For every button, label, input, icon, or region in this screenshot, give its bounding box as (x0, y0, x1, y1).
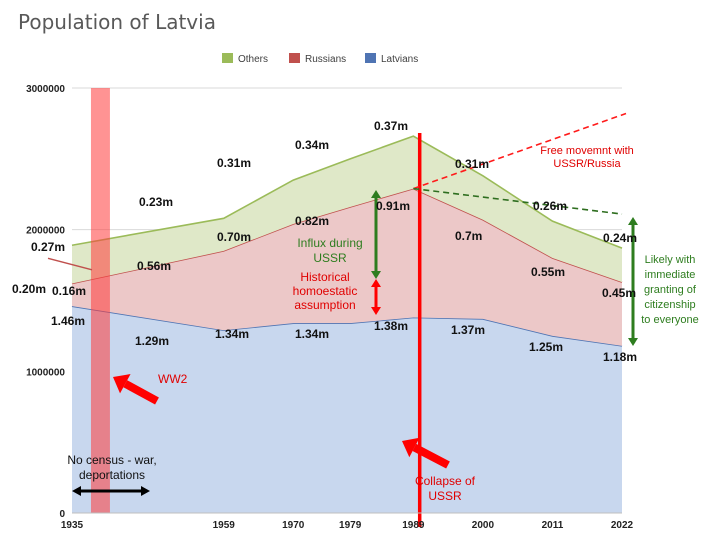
y-tick-label: 0 (59, 509, 65, 520)
data-label-others: 0.24m (603, 231, 637, 245)
x-tick-label: 1989 (402, 520, 425, 531)
legend-label-russians: Russians (305, 54, 346, 65)
data-labels: 1.46m 1.29m 1.34m 1.34m 1.38m 1.37m 1.25m 1.18m… (12, 119, 637, 364)
x-tick-label: 2022 (611, 520, 634, 531)
data-label-russians: 0.7m (455, 229, 482, 243)
citizenship-label: Likely with immediate granting of citizensh… (641, 254, 698, 326)
data-label-russians: 0.82m (295, 214, 329, 228)
data-label-russians: 0.55m (531, 265, 565, 279)
data-label-historical-trend: 0.20m (12, 282, 46, 296)
legend-label-others: Others (238, 54, 268, 65)
area-others (72, 136, 622, 284)
data-label-latvians: 1.34m (215, 327, 249, 341)
x-tick-label: 2000 (472, 520, 495, 531)
axes: 0 1000000 2000000 3000000 1935 1959 1970 1979 19… (26, 84, 633, 531)
data-label-latvians: 1.38m (374, 319, 408, 333)
data-label-russians: 0.16m (52, 284, 86, 298)
influx-arrow (371, 190, 381, 279)
legend: Others Russians Latvians (222, 53, 418, 65)
no-census-arrow (72, 486, 150, 496)
data-label-others: 0.34m (295, 138, 329, 152)
historical-trend-line (47, 257, 93, 271)
data-label-latvians: 1.25m (529, 340, 563, 354)
data-label-others: 0.27m (31, 240, 65, 254)
free-movement-label: Free movemnt with USSR/Russia (540, 145, 634, 170)
ww2-pointer-arrow (113, 374, 159, 405)
y-tick-label: 2000000 (26, 226, 65, 237)
x-tick-label: 1959 (213, 520, 236, 531)
x-tick-label: 1979 (339, 520, 362, 531)
series-line-latvians (71, 305, 623, 347)
x-tick-label: 2011 (542, 520, 564, 531)
collapse-label: Collapse of USSR (415, 474, 476, 503)
projection-free-movement (413, 112, 627, 190)
legend-swatch-russians (289, 53, 300, 63)
ww2-label: WW2 (158, 372, 188, 386)
area-latvians (72, 306, 622, 513)
stacked-areas (71, 135, 623, 513)
ww2-highlight-band (90, 88, 110, 513)
data-label-latvians: 1.29m (135, 334, 169, 348)
data-label-latvians: 1.37m (451, 323, 485, 337)
y-tick-label: 3000000 (26, 84, 65, 95)
no-census-label: No census - war, deportations (67, 453, 156, 482)
series-line-others (71, 135, 623, 249)
x-tick-label: 1935 (61, 520, 84, 531)
legend-swatch-latvians (365, 53, 376, 63)
x-tick-label: 1970 (282, 520, 305, 531)
legend-swatch-others (222, 53, 233, 63)
data-label-russians: 0.56m (137, 259, 171, 273)
chart-title: Population of Latvia (18, 10, 216, 34)
data-label-others: 0.31m (217, 156, 251, 170)
citizenship-arrow (628, 217, 638, 346)
data-label-latvians: 1.18m (603, 350, 637, 364)
data-label-latvians: 1.46m (51, 314, 85, 328)
data-label-latvians: 1.34m (295, 327, 329, 341)
annotations-overlay (47, 88, 638, 527)
influx-label: Influx during USSR (297, 236, 362, 265)
data-label-russians: 0.91m (376, 199, 410, 213)
data-label-russians: 0.70m (217, 230, 251, 244)
y-tick-label: 1000000 (26, 367, 65, 378)
data-label-others: 0.37m (374, 119, 408, 133)
data-label-russians: 0.45m (602, 286, 636, 300)
annotation-texts: WW2 No census - war, deportations Collapse … (67, 145, 698, 503)
historical-label: Historical homoestatic assumption (293, 270, 358, 312)
area-russians (72, 188, 622, 346)
legend-label-latvians: Latvians (381, 54, 418, 65)
collapse-pointer-arrow (402, 437, 450, 469)
data-label-others: 0.31m (455, 157, 489, 171)
projection-immediate-citizenship (413, 187, 623, 215)
data-label-others: 0.23m (139, 195, 173, 209)
historical-arrow (371, 279, 381, 315)
data-label-others: 0.26m (533, 199, 567, 213)
